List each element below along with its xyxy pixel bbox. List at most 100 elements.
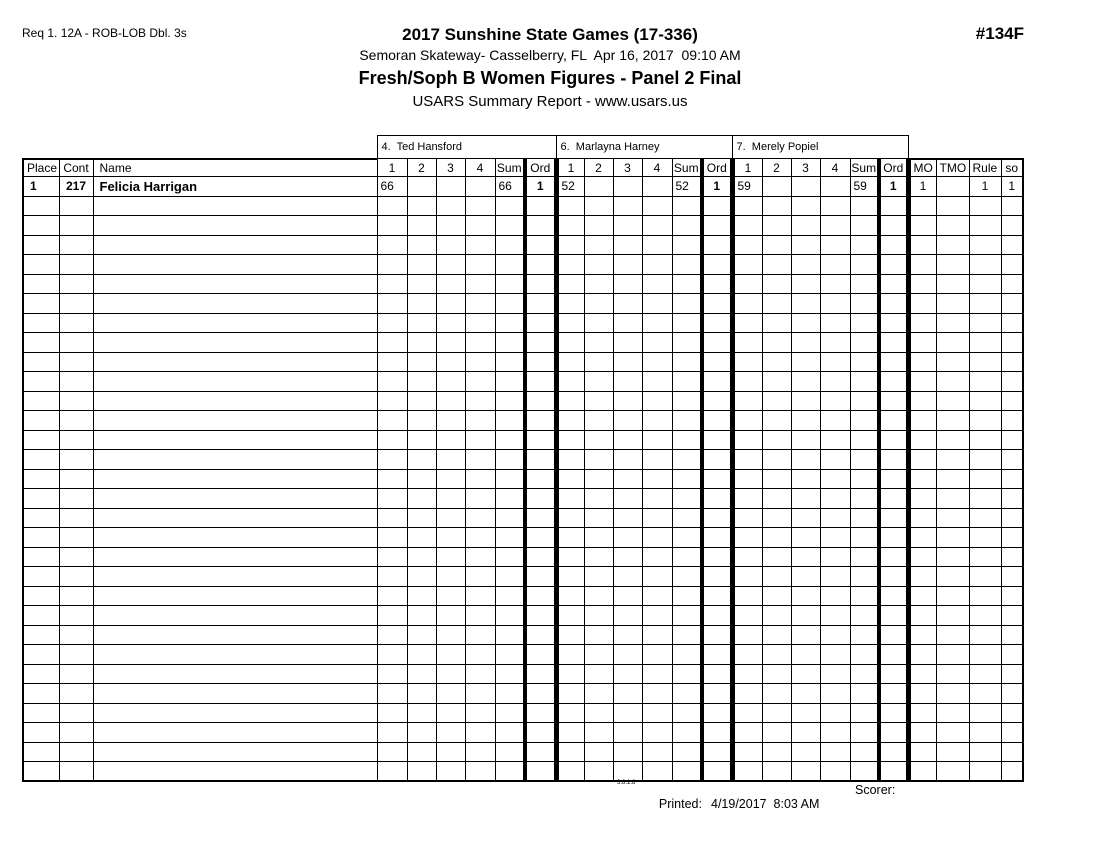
cell-j1-score3 [435, 273, 466, 294]
cell-j1-ord [523, 215, 559, 236]
cell-j2-score4 [641, 761, 673, 782]
cell-j3-ord [877, 254, 911, 275]
cell-mo [907, 429, 937, 450]
table-row-empty [22, 254, 1024, 275]
cell-j2-score3 [612, 215, 643, 236]
cell-j3-score3 [790, 644, 821, 665]
cell-place [22, 332, 60, 353]
cell-so [1000, 351, 1024, 372]
summary-table: 4. Ted Hansford 6. Marlayna Harney 7. Mere… [22, 135, 1024, 782]
cell-name [92, 546, 378, 567]
cell-j3-score1 [731, 702, 763, 723]
cell-tmo [935, 488, 970, 509]
cell-j1-score2 [406, 546, 437, 567]
cell-j3-score3 [790, 429, 821, 450]
cell-j2-score4 [641, 566, 673, 587]
cell-j2-score2 [583, 683, 614, 704]
table-row-empty [22, 507, 1024, 528]
cell-j3-sum [849, 527, 880, 548]
table-row-empty [22, 488, 1024, 509]
cell-so [1000, 546, 1024, 567]
judge-band-2: 6. Marlayna Harney [555, 135, 733, 159]
cell-j2-ord [700, 254, 735, 275]
cell-place [22, 468, 60, 489]
cell-place [22, 644, 60, 665]
cell-j1-score2 [406, 585, 437, 606]
cell-j1-score4 [464, 293, 496, 314]
cell-j1-score2 [406, 761, 437, 782]
cell-j1-score2 [406, 566, 437, 587]
cell-j3-ord [877, 741, 911, 762]
cell-name [92, 468, 378, 489]
cell-j1-score3 [435, 546, 466, 567]
table-row-empty [22, 605, 1024, 626]
cell-j1-ord [523, 741, 559, 762]
cell-j3-ord [877, 624, 911, 645]
cell-j3-score1 [731, 351, 763, 372]
cell-j3-ord [877, 527, 911, 548]
cell-mo [907, 761, 937, 782]
cell-j2-ord [700, 468, 735, 489]
cell-name [92, 312, 378, 333]
page-title: Fresh/Soph B Women Figures - Panel 2 Fin… [358, 68, 742, 88]
cell-j1-ord [523, 351, 559, 372]
cell-j3-score4 [819, 527, 851, 548]
cell-name [92, 605, 378, 626]
cell-j3-score3 [790, 624, 821, 645]
printed-label: Printed: [658, 797, 702, 811]
cell-rule [968, 312, 1002, 333]
cell-tmo [935, 293, 970, 314]
cell-j2-score1 [555, 702, 585, 723]
cell-j2-sum [671, 195, 703, 216]
cell-j2-score2 [583, 293, 614, 314]
cell-cont [58, 195, 94, 216]
cell-j3-score2 [761, 410, 792, 431]
cell-j1-score4 [464, 468, 496, 489]
cell-j1-score2 [406, 293, 437, 314]
cell-j3-score4 [819, 761, 851, 782]
cell-j3-score1 [731, 683, 763, 704]
cell-j1-score1 [376, 468, 408, 489]
cell-j1-ord [523, 234, 559, 255]
cell-j2-score3 [612, 468, 643, 489]
cell-place [22, 527, 60, 548]
cell-mo [907, 293, 937, 314]
cell-so [1000, 254, 1024, 275]
table-row-empty [22, 624, 1024, 645]
cell-j2-sum [671, 683, 703, 704]
cell-j1-score2 [406, 332, 437, 353]
cell-so [1000, 507, 1024, 528]
cell-j3-score2 [761, 546, 792, 567]
table-row-empty [22, 390, 1024, 411]
table-row-empty [22, 215, 1024, 236]
cell-name [92, 507, 378, 528]
cell-j2-ord [700, 585, 735, 606]
cell-place [22, 293, 60, 314]
cell-j1-score4 [464, 605, 496, 626]
cell-j1-score4 [464, 449, 496, 470]
cell-j3-score1 [731, 624, 763, 645]
cell-j2-score1 [555, 449, 585, 470]
cell-j3-score3 [790, 702, 821, 723]
cell-j2-sum [671, 332, 703, 353]
cell-tmo [935, 722, 970, 743]
cell-j2-score2 [583, 488, 614, 509]
cell-j2-score1 [555, 371, 585, 392]
cell-j2-score4 [641, 507, 673, 528]
cell-j1-score1 [376, 644, 408, 665]
cell-j2-sum [671, 605, 703, 626]
cell-rule [968, 605, 1002, 626]
cell-j3-score4 [819, 234, 851, 255]
cell-j1-score4 [464, 566, 496, 587]
cell-j1-score4 [464, 273, 496, 294]
cell-rule [968, 351, 1002, 372]
cell-tmo [935, 312, 970, 333]
cell-cont [58, 585, 94, 606]
cell-j2-score4 [641, 273, 673, 294]
cell-j1-sum [494, 293, 526, 314]
cell-j2-score3 [612, 390, 643, 411]
cell-j1-score3 [435, 254, 466, 275]
cell-j3-score4 [819, 410, 851, 431]
cell-j2-score4 [641, 468, 673, 489]
cell-place [22, 429, 60, 450]
